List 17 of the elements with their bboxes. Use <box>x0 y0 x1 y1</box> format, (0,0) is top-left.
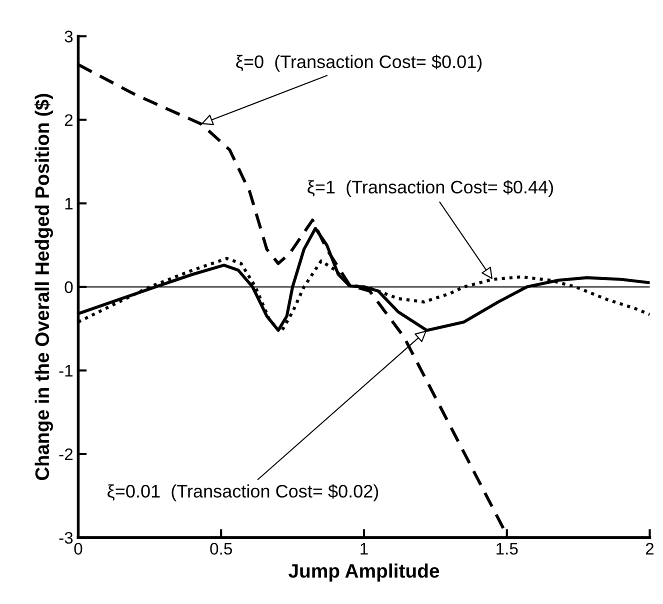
y-tick-label: -3 <box>59 532 73 544</box>
y-tick-label: -2 <box>59 448 73 460</box>
y-tick-label: 1 <box>65 198 73 210</box>
x-tick-label: 2 <box>646 542 654 554</box>
y-tick-label: 2 <box>64 114 73 126</box>
y-tick-label: -1 <box>59 365 73 376</box>
x-tick-label: 0.5 <box>210 542 232 555</box>
x-axis-title: Jump Amplitude <box>288 564 440 582</box>
annotation: ξ=0 (Transaction Cost= $0.01) <box>236 54 482 72</box>
annotation: ξ=0.01 (Transaction Cost= $0.02) <box>108 484 378 502</box>
x-tick-label: 1.5 <box>496 543 518 555</box>
x-tick-label: 0 <box>74 542 82 555</box>
x-tick-label: 1 <box>360 543 368 554</box>
annotation: ξ=1 (Transaction Cost= $0.44) <box>308 180 553 198</box>
y-tick-label: 3 <box>64 30 73 42</box>
y-axis-title: Change in the Overall Hedged Position ($) <box>34 94 53 480</box>
y-tick-label: 0 <box>64 281 73 294</box>
